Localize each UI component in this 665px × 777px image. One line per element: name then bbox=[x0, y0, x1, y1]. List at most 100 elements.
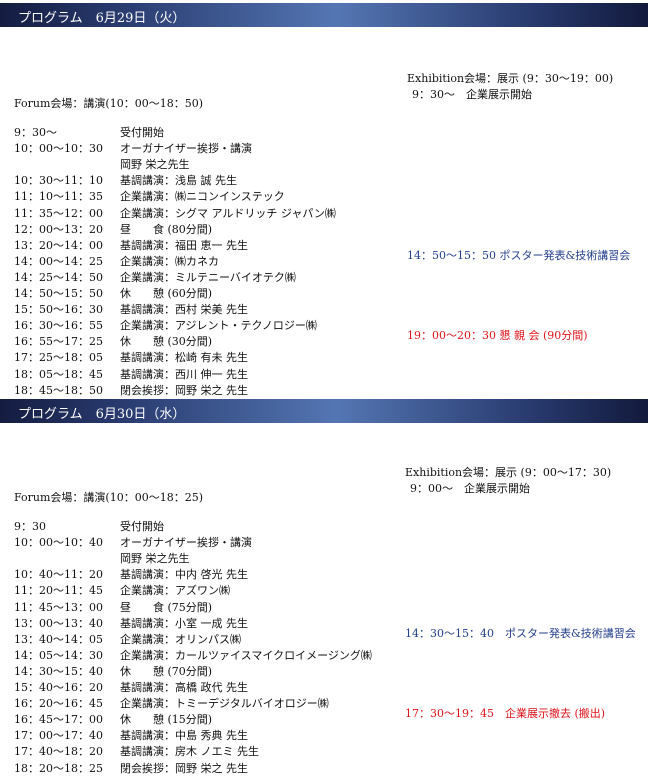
schedule-time: 14：25～14：50 bbox=[14, 270, 103, 284]
schedule-row: 16：45～17：00 休 憩 (15分間) bbox=[14, 712, 400, 728]
schedule-content: 休 憩 (70分間) bbox=[120, 664, 213, 678]
schedule-time: 9：30～ bbox=[14, 126, 57, 140]
schedule-content: 企業講演：トミーデジタルバイオロジー㈱ bbox=[120, 697, 329, 711]
exhibition-header-day2: Exhibition会場：展示 (9：00～17：30) bbox=[405, 466, 612, 479]
schedule-content: 岡野 栄之先生 bbox=[120, 552, 190, 566]
schedule-time: 13：20～14：00 bbox=[14, 238, 103, 252]
schedule-row: 10：40～11：20 基調講演：中内 啓光 先生 bbox=[14, 567, 400, 583]
schedule-time: 9：30 bbox=[14, 520, 46, 534]
program-banner-day2: プログラム 6月30日（水） bbox=[0, 399, 648, 423]
schedule-time: 10：00～10：40 bbox=[14, 536, 103, 550]
schedule-time: 16：20～16：45 bbox=[14, 697, 103, 711]
schedule-time: 10：40～11：20 bbox=[14, 568, 103, 582]
exhibition-start-day1: 9：30～ 企業展示開始 bbox=[412, 88, 532, 101]
schedule-time: 11：10～11：35 bbox=[14, 190, 103, 204]
poster-session-day2: 14：30～15：40 ポスター発表&技術講習会 bbox=[405, 627, 636, 640]
schedule-row: 18：45～18：50 閉会挨拶：岡野 栄之 先生 bbox=[14, 383, 400, 399]
schedule-content: 基調講演：浅島 誠 先生 bbox=[120, 174, 237, 188]
exhibition-header-day1: Exhibition会場：展示 (9：30～19：00) bbox=[407, 72, 614, 85]
schedule-content: 基調講演：西川 伸一 先生 bbox=[120, 367, 248, 381]
schedule-time: 11：20～11：45 bbox=[14, 584, 103, 598]
exhibition-start-day2: 9：00～ 企業展示開始 bbox=[410, 482, 530, 495]
schedule-row: 15：40～16：20 基調講演：高橋 政代 先生 bbox=[14, 680, 400, 696]
schedule-content: オーガナイザー挨拶・講演 bbox=[120, 142, 252, 156]
schedule-content: 閉会挨拶：岡野 栄之 先生 bbox=[120, 761, 248, 775]
schedule-content: 企業講演：オリンパス㈱ bbox=[120, 632, 241, 646]
schedule-content: 企業講演：㈱ニコンインステック bbox=[120, 190, 285, 204]
schedule-time: 17：40～18：20 bbox=[14, 745, 103, 759]
schedule-time: 15：40～16：20 bbox=[14, 681, 103, 695]
schedule-content: 基調講演：房木 ノエミ 先生 bbox=[120, 745, 259, 759]
schedule-content: 企業講演：アズワン㈱ bbox=[120, 584, 230, 598]
schedule-row: 9：30 受付開始 bbox=[14, 519, 400, 535]
schedule-time: 17：00～17：40 bbox=[14, 729, 103, 743]
schedule-row: 13：20～14：00 基調講演：福田 恵一 先生 bbox=[14, 238, 400, 254]
schedule-row: 岡野 栄之先生 bbox=[14, 157, 400, 173]
schedule-time: 13：00～13：40 bbox=[14, 616, 103, 630]
schedule-time: 14：50～15：50 bbox=[14, 287, 103, 301]
schedule-row: 岡野 栄之先生 bbox=[14, 551, 400, 567]
schedule-time: 18：45～18：50 bbox=[14, 383, 103, 397]
schedule-time: 16：30～16：55 bbox=[14, 319, 103, 333]
schedule-time: 14：05～14：30 bbox=[14, 648, 103, 662]
schedule-content: 休 憩 (60分間) bbox=[120, 287, 213, 301]
schedule-time: 11：45～13：00 bbox=[14, 600, 103, 614]
schedule-row: 10：30～11：10 基調講演：浅島 誠 先生 bbox=[14, 173, 400, 189]
forum-schedule-day1: Forum会場：講演(10：00～18：50) 9：30～ 受付開始 10：00～1… bbox=[14, 70, 400, 399]
schedule-row: 16：55～17：25 休 憩 (30分間) bbox=[14, 334, 400, 350]
schedule-row: 14：50～15：50 休 憩 (60分間) bbox=[14, 286, 400, 302]
schedule-content: 基調講演：小室 一成 先生 bbox=[120, 616, 248, 630]
forum-header: Forum会場：講演(10：00～18：25) bbox=[14, 491, 203, 504]
removal-event-day2: 17：30～19：45 企業展示撤去 (搬出) bbox=[405, 707, 606, 720]
schedule-time: 12：00～13：20 bbox=[14, 222, 103, 236]
schedule-row: 11：35～12：00 企業講演：シグマ アルドリッチ ジャパン㈱ bbox=[14, 206, 400, 222]
schedule-row: 18：20～18：25 閉会挨拶：岡野 栄之 先生 bbox=[14, 761, 400, 777]
schedule-row: 10：00～10：40 オーガナイザー挨拶・講演 bbox=[14, 535, 400, 551]
schedule-row: 17：40～18：20 基調講演：房木 ノエミ 先生 bbox=[14, 744, 400, 760]
schedule-row: 13：40～14：05 企業講演：オリンパス㈱ bbox=[14, 632, 400, 648]
schedule-time: 13：40～14：05 bbox=[14, 632, 103, 646]
schedule-content: 企業講演：シグマ アルドリッチ ジャパン㈱ bbox=[120, 206, 336, 220]
schedule-time: 14：00～14：25 bbox=[14, 254, 103, 268]
schedule-content: 基調講演：福田 恵一 先生 bbox=[120, 238, 248, 252]
schedule-time: 18：05～18：45 bbox=[14, 367, 103, 381]
schedule-content: 基調講演：中内 啓光 先生 bbox=[120, 568, 248, 582]
schedule-row: 11：10～11：35 企業講演：㈱ニコンインステック bbox=[14, 189, 400, 205]
schedule-content: 受付開始 bbox=[120, 126, 164, 140]
schedule-time: 16：55～17：25 bbox=[14, 335, 103, 349]
schedule-row: 18：05～18：45 基調講演：西川 伸一 先生 bbox=[14, 367, 400, 383]
schedule-time: 18：20～18：25 bbox=[14, 761, 103, 775]
schedule-row: 13：00～13：40 基調講演：小室 一成 先生 bbox=[14, 616, 400, 632]
schedule-row: 14：05～14：30 企業講演：カールツァイスマイクロイメージング㈱ bbox=[14, 648, 400, 664]
schedule-row: 17：00～17：40 基調講演：中島 秀典 先生 bbox=[14, 728, 400, 744]
schedule-row: 16：20～16：45 企業講演：トミーデジタルバイオロジー㈱ bbox=[14, 696, 400, 712]
schedule-content: オーガナイザー挨拶・講演 bbox=[120, 536, 252, 550]
schedule-row: 11：20～11：45 企業講演：アズワン㈱ bbox=[14, 583, 400, 599]
schedule-content: 基調講演：中島 秀典 先生 bbox=[120, 729, 248, 743]
schedule-content: 基調講演：松崎 有未 先生 bbox=[120, 351, 248, 365]
forum-schedule-day2: Forum会場：講演(10：00～18：25) 9：30 受付開始 10：00～10… bbox=[14, 464, 400, 777]
schedule-time: 11：35～12：00 bbox=[14, 206, 103, 220]
schedule-content: 企業講演：ミルテニーバイオテク㈱ bbox=[120, 270, 296, 284]
schedule-content: 企業講演：カールツァイスマイクロイメージング㈱ bbox=[120, 648, 372, 662]
social-event-day1: 19：00～20：30 懇 親 会 (90分間) bbox=[407, 329, 588, 342]
schedule-time: 14：30～15：40 bbox=[14, 664, 103, 678]
schedule-content: 企業講演：アジレント・テクノロジー㈱ bbox=[120, 319, 317, 333]
schedule-row: 15：50～16：30 基調講演：西村 栄美 先生 bbox=[14, 302, 400, 318]
schedule-row: 12：00～13：20 昼 食 (80分間) bbox=[14, 222, 400, 238]
schedule-time: 10：00～10：30 bbox=[14, 142, 103, 156]
schedule-content: 受付開始 bbox=[120, 520, 164, 534]
forum-header: Forum会場：講演(10：00～18：50) bbox=[14, 97, 203, 110]
schedule-content: 基調講演：高橋 政代 先生 bbox=[120, 681, 248, 695]
schedule-content: 昼 食 (80分間) bbox=[120, 222, 213, 236]
schedule-row: 16：30～16：55 企業講演：アジレント・テクノロジー㈱ bbox=[14, 318, 400, 334]
schedule-row: 14：25～14：50 企業講演：ミルテニーバイオテク㈱ bbox=[14, 270, 400, 286]
program-title-day2: プログラム 6月30日（水） bbox=[18, 407, 186, 422]
schedule-row: 14：00～14：25 企業講演：㈱カネカ bbox=[14, 254, 400, 270]
schedule-content: 企業講演：㈱カネカ bbox=[120, 254, 219, 268]
schedule-row: 17：25～18：05 基調講演：松崎 有未 先生 bbox=[14, 350, 400, 366]
schedule-time: 17：25～18：05 bbox=[14, 351, 103, 365]
schedule-time: 16：45～17：00 bbox=[14, 713, 103, 727]
schedule-content: 基調講演：西村 栄美 先生 bbox=[120, 303, 248, 317]
schedule-content: 岡野 栄之先生 bbox=[120, 158, 190, 172]
